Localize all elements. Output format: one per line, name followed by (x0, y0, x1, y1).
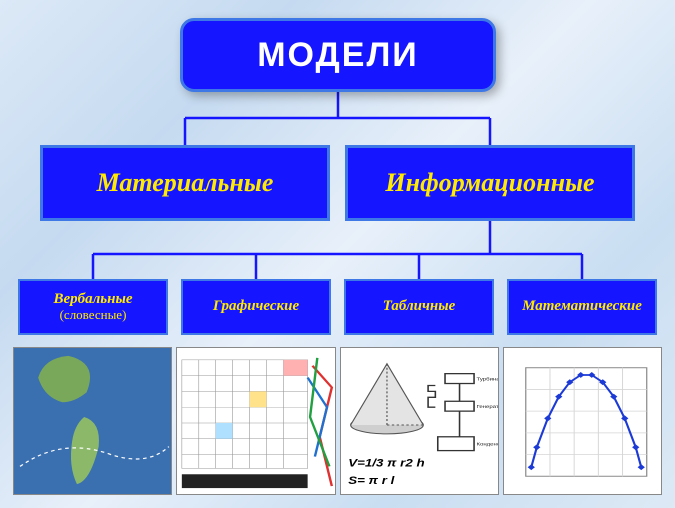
illustration-periodic-table (176, 347, 335, 495)
node-graphic: Графические (181, 279, 331, 335)
node-verbal: Вербальные (словесные) (18, 279, 168, 335)
node-graphic-label: Графические (213, 298, 299, 315)
node-material-label: Материальные (97, 168, 274, 198)
svg-text:S= π r l: S= π r l (348, 474, 395, 487)
illustration-cone-formula: Турбина Генератор Конденсатор V=1/3 π r2… (340, 347, 499, 495)
node-math-label: Математические (522, 298, 642, 315)
node-informational: Информационные (345, 145, 635, 221)
node-informational-label: Информационные (385, 168, 594, 198)
svg-text:V=1/3 π r2 h: V=1/3 π r2 h (348, 457, 424, 470)
node-tabular: Табличные (344, 279, 494, 335)
node-verbal-label: Вербальные (53, 291, 132, 308)
node-root: МОДЕЛИ (180, 18, 496, 92)
node-verbal-sublabel: (словесные) (60, 308, 127, 323)
illustration-map (13, 347, 172, 495)
illustration-row: Турбина Генератор Конденсатор V=1/3 π r2… (13, 347, 662, 495)
svg-text:Генератор: Генератор (476, 405, 498, 410)
node-material: Материальные (40, 145, 330, 221)
node-math: Математические (507, 279, 657, 335)
node-tabular-label: Табличные (383, 298, 456, 315)
svg-text:Конденсатор: Конденсатор (476, 442, 498, 447)
svg-text:Турбина: Турбина (476, 377, 498, 382)
illustration-parabola-chart (503, 347, 662, 495)
node-root-label: МОДЕЛИ (257, 36, 419, 75)
